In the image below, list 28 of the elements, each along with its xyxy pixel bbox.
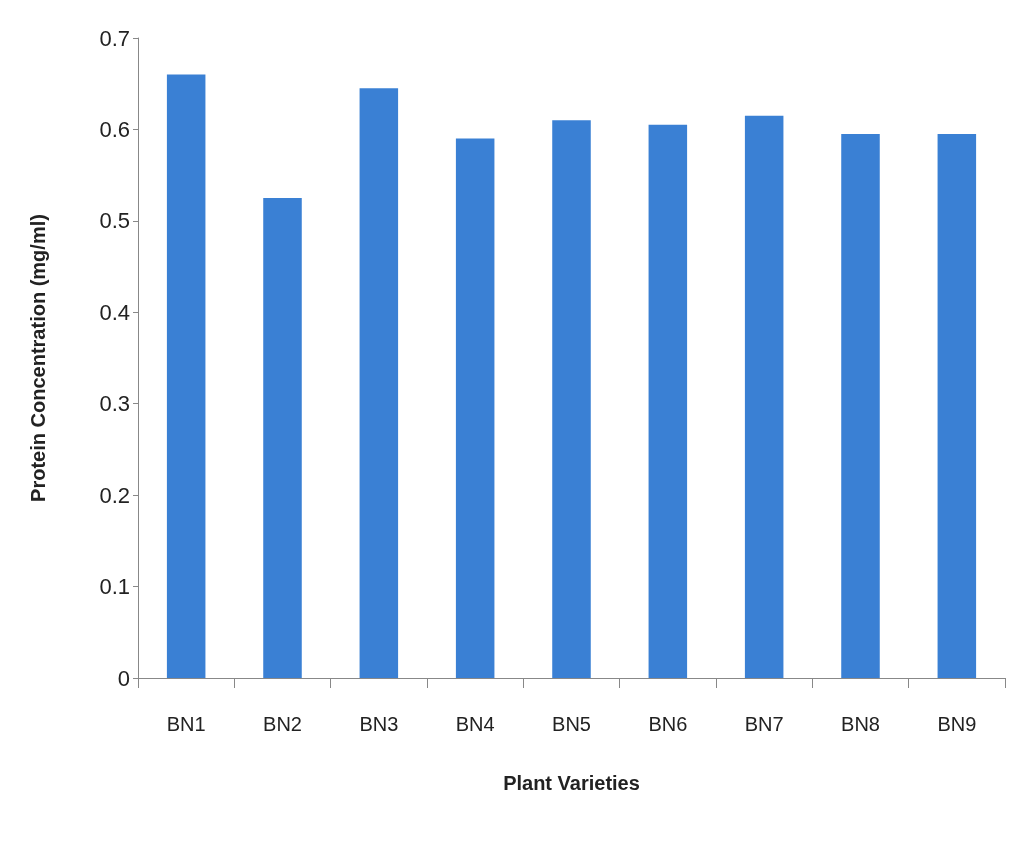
bar: [455, 138, 495, 678]
y-tick-label: 0.6: [99, 116, 130, 142]
y-tick-label: 0.4: [99, 299, 130, 325]
bar: [263, 198, 302, 678]
bar: [552, 120, 591, 678]
x-tick-label: BN8: [841, 713, 880, 735]
x-tick-label: BN7: [744, 713, 784, 735]
x-tick-label: BN2: [263, 713, 302, 735]
y-tick-label: 0.2: [99, 482, 130, 508]
bar: [166, 74, 206, 678]
bar: [359, 88, 399, 678]
bar: [937, 134, 977, 678]
y-tick-label: 0.5: [99, 208, 130, 234]
y-axis-title: Protein Concentration (mg/ml): [27, 214, 49, 502]
x-tick-label: BN9: [937, 713, 977, 735]
x-tick-label: BN6: [648, 713, 688, 735]
y-tick-label: 0.7: [99, 25, 130, 51]
x-axis-title: Plant Varieties: [503, 772, 640, 794]
y-tick-label: 0.1: [99, 574, 130, 600]
y-tick-label: 0.3: [99, 391, 130, 417]
x-tick-label: BN3: [359, 713, 399, 735]
y-tick-label: 0: [117, 665, 130, 691]
bar: [648, 124, 688, 678]
bar: [841, 134, 880, 678]
x-tick-label: BN5: [552, 713, 591, 735]
bar: [744, 115, 784, 678]
x-tick-label: BN4: [455, 713, 495, 735]
x-tick-label: BN1: [166, 713, 206, 735]
